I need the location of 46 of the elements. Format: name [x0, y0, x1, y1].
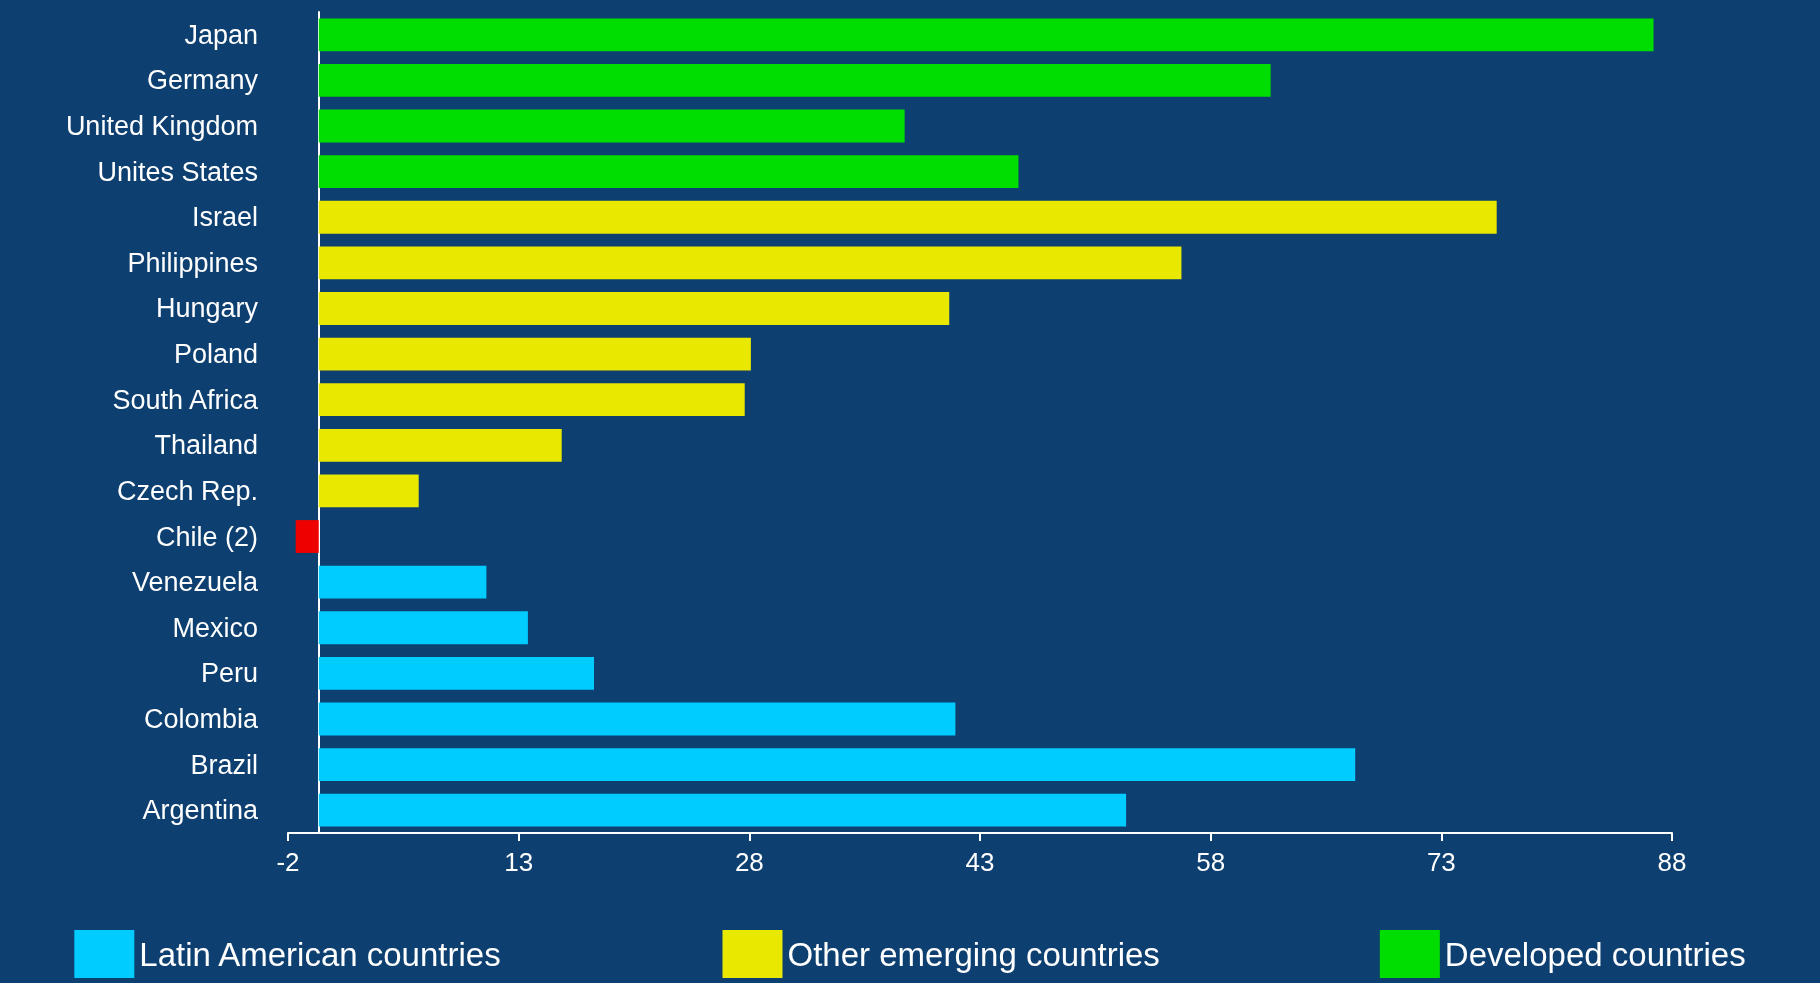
- y-tick-label: Colombia: [143, 703, 259, 734]
- bar: [318, 611, 528, 645]
- x-tick-label: -2: [276, 847, 300, 877]
- y-tick-label: Venezuela: [131, 567, 259, 598]
- y-tick-label: Unites States: [97, 156, 258, 187]
- y-tick-label: Brazil: [190, 749, 258, 780]
- bar: [318, 246, 1182, 280]
- x-tick-label: 88: [1657, 847, 1687, 877]
- legend-label: Other emerging countries: [787, 935, 1160, 973]
- x-tick-label: 28: [734, 847, 764, 877]
- y-tick-label: United Kingdom: [65, 111, 258, 142]
- x-tick-label: 58: [1196, 847, 1226, 877]
- y-tick-label: Germany: [146, 65, 259, 96]
- bar: [318, 748, 1356, 781]
- bar: [318, 200, 1497, 234]
- y-tick-label: Thailand: [154, 430, 258, 461]
- bar: [318, 64, 1271, 97]
- bar: [318, 383, 745, 417]
- x-tick-label: 73: [1426, 847, 1456, 877]
- x-tick-label: 43: [965, 847, 995, 877]
- y-tick-label: Hungary: [155, 293, 259, 324]
- bar: [318, 474, 419, 508]
- bar: [318, 702, 956, 736]
- y-tick-label: Argentina: [142, 795, 259, 826]
- bar: [318, 656, 595, 690]
- legend-label: Developed countries: [1444, 935, 1746, 973]
- bar: [318, 793, 1127, 827]
- y-tick-label: Mexico: [172, 612, 258, 643]
- y-tick-label: Philippines: [127, 247, 258, 278]
- bar: [295, 520, 319, 553]
- bar: [318, 337, 751, 371]
- y-tick-label: Israel: [191, 202, 258, 233]
- bar: [318, 565, 487, 599]
- y-tick-label: Czech Rep.: [116, 475, 258, 506]
- bar: [318, 155, 1019, 189]
- y-tick-label: Japan: [184, 19, 258, 50]
- bar: [318, 18, 1654, 52]
- bar: [318, 292, 950, 325]
- y-tick-label: South Africa: [112, 384, 259, 415]
- y-tick-label: Chile (2): [155, 521, 258, 552]
- bar: [318, 428, 562, 462]
- y-tick-label: Poland: [173, 339, 258, 370]
- x-tick-label: 13: [504, 847, 534, 877]
- y-tick-label: Peru: [200, 658, 258, 689]
- bar: [318, 109, 905, 143]
- legend-label: Latin American countries: [139, 935, 501, 973]
